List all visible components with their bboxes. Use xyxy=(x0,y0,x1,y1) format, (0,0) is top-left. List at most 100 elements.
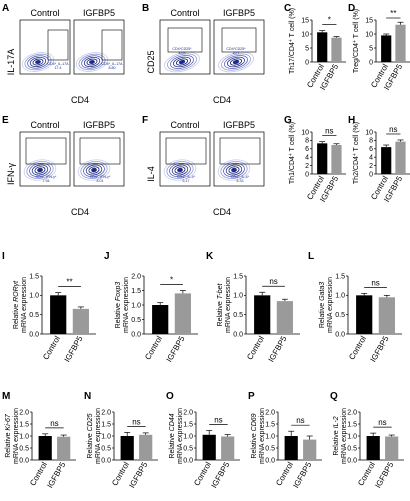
flow-gate-value: 8.80 xyxy=(109,66,116,70)
flow-plot-title: Control xyxy=(170,8,199,18)
bar xyxy=(254,295,271,334)
contour-ring xyxy=(88,166,100,174)
contour-ring xyxy=(86,58,98,66)
bar xyxy=(152,305,169,334)
y-tick-label: 6 xyxy=(369,146,373,153)
significance-label: ns xyxy=(296,416,304,425)
contour-ring xyxy=(220,161,248,179)
y-axis-label-line2: mRNA expression xyxy=(327,277,334,333)
flow-plot-title: Control xyxy=(30,120,59,130)
bar xyxy=(174,293,191,334)
significance-label: ** xyxy=(66,278,72,287)
contour-ring xyxy=(24,53,52,71)
bar xyxy=(317,32,328,62)
contour-ring xyxy=(228,166,240,174)
y-tick-label: 4 xyxy=(305,155,309,162)
y-tick-label: 0.5 xyxy=(265,445,275,452)
y-tick-label: 0.0 xyxy=(101,457,111,464)
flow-gate-label: CD4*_IFN-γ* xyxy=(36,175,57,179)
contour-core xyxy=(231,167,237,173)
y-tick-label: 1.0 xyxy=(233,293,243,300)
y-axis-label: Relative CD44 xyxy=(169,413,176,458)
bar xyxy=(366,436,380,460)
significance-label: ns xyxy=(50,419,58,428)
y-tick-label: 2.0 xyxy=(131,273,141,280)
panel-letter: A xyxy=(2,3,9,14)
y-tick-label: 0.0 xyxy=(233,331,243,338)
bar xyxy=(276,301,293,334)
y-tick-label: 1.0 xyxy=(29,293,39,300)
y-tick-label: 10 xyxy=(365,129,373,136)
y-tick-label: 1.0 xyxy=(265,433,275,440)
panel-letter: I xyxy=(2,251,5,262)
x-category-label: IGFBP5 xyxy=(209,460,231,490)
significance-label: ns xyxy=(269,277,277,286)
bar xyxy=(221,436,235,460)
y-tick-label: 4 xyxy=(369,155,373,162)
y-tick-label: 0.5 xyxy=(335,312,345,319)
bar xyxy=(139,434,153,460)
flow-gate-value: 10.7 xyxy=(233,51,240,55)
y-tick-label: 1.5 xyxy=(335,273,345,280)
bar xyxy=(284,436,298,460)
contour-core xyxy=(232,59,240,65)
panel-letter: B xyxy=(142,3,149,14)
y-axis-label: Relative Ki-67 xyxy=(5,413,12,458)
y-tick-label: 1.5 xyxy=(131,288,141,295)
y-tick-label: 1.0 xyxy=(347,433,357,440)
bar xyxy=(331,37,342,62)
y-tick-label: 0.0 xyxy=(29,331,39,338)
panel-letter: M xyxy=(2,391,10,402)
contour-ring xyxy=(83,56,101,68)
bar xyxy=(378,297,395,334)
y-tick-label: 0.5 xyxy=(101,445,111,452)
y-tick-label: 0 xyxy=(305,171,309,178)
y-tick-label: 1.5 xyxy=(265,421,275,428)
flow-y-axis-label: IL-17A xyxy=(6,49,16,76)
y-axis-label-line2: mRNA expression xyxy=(21,277,28,333)
contour-ring xyxy=(75,52,109,72)
flow-gate-label: CD4*_IL-4* xyxy=(231,175,250,179)
flow-x-axis-label: CD4 xyxy=(71,207,89,217)
flow-x-axis-label: CD4 xyxy=(213,207,231,217)
x-category-label: Control xyxy=(347,334,368,361)
flow-gate xyxy=(167,27,203,53)
contour-ring xyxy=(21,52,55,72)
contour-ring xyxy=(85,164,103,176)
bar xyxy=(303,439,317,460)
y-tick-label: 2 xyxy=(369,163,373,170)
bar xyxy=(331,145,342,174)
contour-ring xyxy=(174,166,186,174)
y-tick-label: 2.0 xyxy=(265,409,275,416)
y-axis-label: Th17/CD4+ T cell (%) xyxy=(288,8,296,74)
flow-gate xyxy=(221,27,257,53)
y-axis-label: Relative CD25 xyxy=(87,413,94,458)
contour-ring xyxy=(164,51,200,73)
y-axis-label-line2: mRNA expression xyxy=(123,277,130,333)
significance-label: * xyxy=(170,276,173,285)
flow-panel-b: BCD25CD4ControlCD4*CD25*8.03IGFBP5CD4*CD… xyxy=(142,3,265,105)
contour-ring xyxy=(224,55,248,69)
panel-letter: K xyxy=(206,251,214,262)
flow-plot-frame xyxy=(213,19,265,75)
significance-label: ns xyxy=(378,418,386,427)
x-category-label: Control xyxy=(143,334,164,361)
flow-y-axis-label: IL-4 xyxy=(146,166,156,182)
contour-ring xyxy=(23,159,57,181)
flow-gate-value: 8.03 xyxy=(179,51,186,55)
bar-chart-p: P Relative CD69 mRNA expression 0.0 0.5 1.0 1.… xyxy=(248,391,322,490)
contour-core xyxy=(177,167,183,173)
y-tick-label: 0 xyxy=(369,59,373,66)
contour-ring xyxy=(80,161,108,179)
y-tick-label: 0.0 xyxy=(265,457,275,464)
flow-gate xyxy=(47,29,69,61)
y-tick-label: 0.5 xyxy=(131,317,141,324)
flow-gate-label: CD4*_IFN-γ* xyxy=(90,175,111,179)
flow-panel-e: EIFN-γCD4ControlCD4*_IFN-γ*7.94IGFBP5CD4… xyxy=(2,115,125,217)
y-axis-label: Relative RORγt xyxy=(13,280,20,329)
